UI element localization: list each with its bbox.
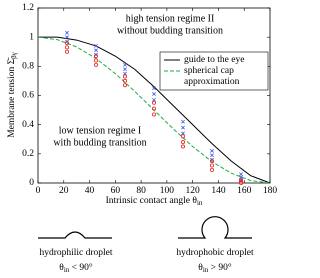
hydrophilic-sketch (38, 231, 112, 239)
data-point (123, 67, 127, 72)
data-point (65, 30, 69, 35)
data-point (94, 48, 98, 53)
x-axis-label: Intrinsic contact angle θin (106, 196, 203, 206)
condition-subscript: in (64, 266, 70, 274)
data-point (209, 159, 214, 164)
data-point (180, 144, 185, 149)
annotation: with budding transition (53, 137, 146, 148)
x-tick-label: 100 (160, 186, 175, 196)
data-point (123, 78, 128, 83)
data-point (152, 92, 156, 96)
condition-symbol: θ (59, 263, 64, 273)
diagram-label: hydrophobic droplet (176, 248, 254, 258)
y-axis-label: Membrane tension Σ̄βγ (7, 52, 17, 138)
data-point (181, 131, 185, 136)
data-point (65, 41, 70, 46)
diagram-condition: θin > 90° (198, 262, 232, 273)
y-label-text: Membrane tension (7, 64, 17, 137)
y-tick-label: 0.4 (22, 120, 34, 130)
condition-subscript: in (203, 266, 209, 274)
figure: Intrinsic contact angle θin Membrane ten… (7, 3, 278, 273)
y-tick-label: 1 (29, 32, 34, 42)
y-label-symbol: Σ̄ (7, 57, 17, 65)
data-point (94, 54, 99, 59)
data-point (94, 62, 99, 67)
data-point (210, 149, 214, 153)
diagram-label: hydrophilic droplet (39, 248, 112, 258)
condition-relation: > 90° (208, 262, 232, 273)
hydrophobic-sketch (178, 216, 252, 239)
data-point (238, 179, 243, 184)
data-point (181, 119, 185, 124)
condition-symbol: θ (198, 263, 203, 273)
data-point (180, 140, 185, 145)
x-tick-label: 120 (186, 186, 201, 196)
x-tick-label: 20 (59, 186, 69, 196)
data-point (180, 134, 185, 139)
data-point (123, 62, 127, 67)
data-point (152, 86, 156, 91)
data-point (239, 175, 243, 180)
data-point (239, 172, 243, 177)
diagram-condition: θin < 90° (59, 262, 93, 273)
data-point (65, 49, 70, 54)
x-tick-label: 180 (263, 186, 278, 196)
legend-label-line: approximation (184, 77, 240, 87)
data-point (123, 74, 128, 79)
data-point (151, 112, 156, 117)
data-point (65, 45, 70, 50)
y-label-subscript: βγ (10, 52, 18, 59)
series-line (38, 36, 271, 184)
annotation: low tension regime I (59, 125, 141, 136)
x-tick-label: 140 (211, 186, 226, 196)
data-point (181, 125, 185, 130)
data-point (94, 58, 99, 63)
x-tick-label: 40 (85, 186, 95, 196)
y-tick-label: 1.2 (22, 3, 34, 13)
x-label-subscript: in (197, 199, 203, 207)
x-tick-label: 0 (36, 186, 41, 196)
data-point (94, 44, 98, 48)
legend-label: spherical cap approximation (184, 66, 240, 87)
data-point (209, 167, 214, 172)
data-point (151, 106, 156, 111)
x-tick-label: 60 (111, 186, 121, 196)
annotation: without budding transition (117, 25, 223, 36)
x-tick-label: 160 (237, 186, 252, 196)
data-point (152, 97, 156, 102)
y-tick-label: 0.2 (22, 149, 34, 159)
data-point (210, 153, 214, 158)
x-label-text: Intrinsic contact angle θ (106, 196, 198, 206)
data-point (123, 83, 128, 88)
data-point (151, 100, 156, 105)
data-point (123, 71, 127, 76)
legend-label: guide to the eye (184, 55, 244, 65)
condition-relation: < 90° (69, 262, 93, 273)
x-tick-label: 80 (136, 186, 146, 196)
annotation: high tension regime II (126, 13, 215, 24)
data-point (65, 35, 69, 40)
y-tick-label: 0.6 (22, 91, 34, 101)
droplet-sketches (38, 216, 252, 239)
y-tick-label: 0 (29, 178, 34, 188)
y-tick-label: 0.8 (22, 62, 34, 72)
data-point (209, 163, 214, 168)
data-point (238, 180, 243, 185)
legend-label-line: spherical cap (184, 66, 234, 76)
